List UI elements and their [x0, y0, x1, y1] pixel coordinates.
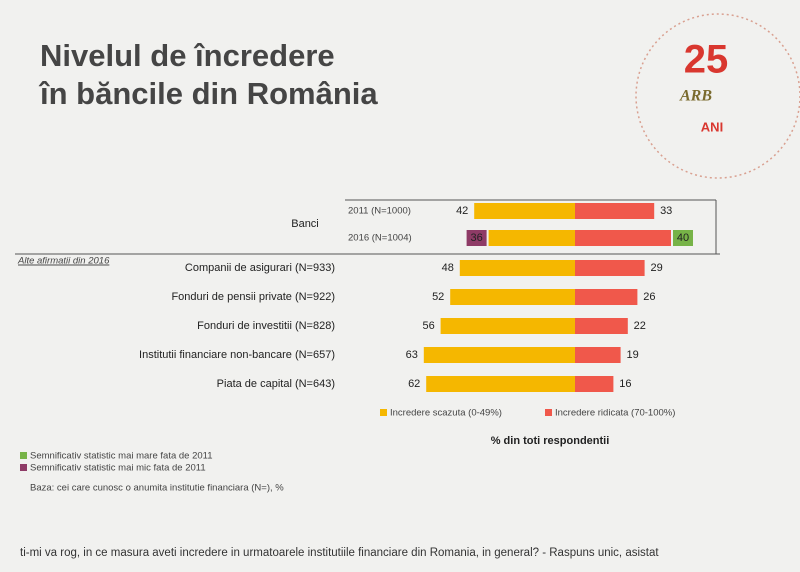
significance-swatch — [20, 452, 27, 459]
value-label: 16 — [619, 378, 631, 390]
value-label: 36 — [470, 232, 482, 244]
category-label: 2016 (N=1004) — [348, 233, 412, 244]
category-label: Institutii financiare non-bancare (N=657… — [139, 349, 335, 361]
value-label: 62 — [408, 378, 420, 390]
logo-caption: ANI — [701, 119, 723, 134]
value-label: 29 — [650, 262, 662, 274]
category-label: Fonduri de investitii (N=828) — [197, 320, 335, 332]
bar — [575, 376, 614, 392]
value-label: 56 — [422, 320, 434, 332]
bar — [575, 289, 638, 305]
title-line: în băncile din România — [38, 76, 378, 111]
title-line: Nivelul de încredere — [40, 38, 335, 73]
bar — [575, 347, 621, 363]
value-label: 33 — [660, 205, 672, 217]
axis-label: % din toti respondentii — [491, 435, 610, 447]
significance-label: Semnificativ statistic mai mic fata de 2… — [30, 463, 206, 474]
base-note: Baza: cei care cunosc o anumita institut… — [30, 483, 284, 494]
bar — [575, 260, 645, 276]
bar — [474, 203, 575, 219]
value-label: 52 — [432, 291, 444, 303]
value-label: 48 — [442, 262, 454, 274]
value-label: 26 — [643, 291, 655, 303]
significance-label: Semnificativ statistic mai mare fata de … — [30, 451, 213, 462]
category-label: Fonduri de pensii private (N=922) — [171, 291, 335, 303]
logo-initials: ARB — [679, 88, 712, 105]
bar — [423, 347, 575, 363]
value-label: 22 — [634, 320, 646, 332]
bar — [450, 289, 575, 305]
logo-ring — [635, 13, 800, 179]
logo-number: 25 — [684, 38, 729, 82]
value-label: 19 — [626, 349, 638, 361]
bar — [575, 230, 671, 246]
bar — [440, 318, 575, 334]
bar — [426, 376, 575, 392]
bar — [575, 203, 655, 219]
legend-label: Incredere ridicata (70-100%) — [555, 408, 675, 419]
value-label: 42 — [456, 205, 468, 217]
category-label: 2011 (N=1000) — [348, 206, 411, 217]
significance-box — [673, 230, 693, 246]
category-label: Companii de asigurari (N=933) — [185, 262, 335, 274]
section-label: Alte afirmatii din 2016 — [17, 256, 110, 267]
group-label: Banci — [291, 218, 319, 230]
category-label: Piata de capital (N=643) — [217, 378, 335, 390]
value-label: 40 — [677, 232, 689, 244]
bar — [575, 318, 628, 334]
legend-swatch — [545, 409, 552, 416]
question: ti-mi va rog, in ce masura aveti increde… — [20, 547, 659, 559]
significance-box — [466, 230, 487, 246]
legend-swatch — [380, 409, 387, 416]
bar — [459, 260, 575, 276]
significance-swatch — [20, 464, 27, 471]
bar — [488, 230, 575, 246]
value-label: 63 — [406, 349, 418, 361]
legend-label: Incredere scazuta (0-49%) — [390, 408, 502, 419]
